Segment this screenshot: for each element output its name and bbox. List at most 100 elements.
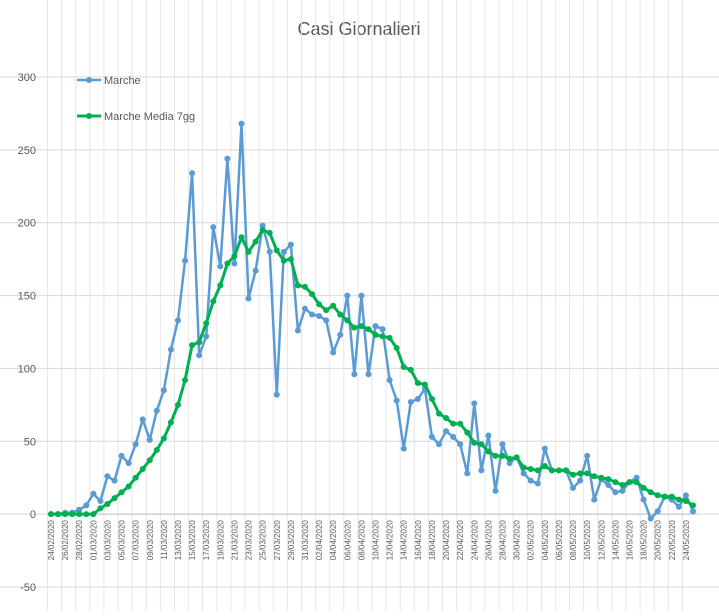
data-point [457, 441, 464, 448]
y-tick-label: -50 [20, 582, 36, 594]
data-point [647, 515, 654, 522]
data-point [55, 511, 62, 518]
data-point [506, 460, 513, 467]
data-point [570, 471, 577, 478]
data-point [139, 465, 146, 472]
data-point [323, 317, 330, 324]
x-tick-label: 08/05/2020 [569, 520, 578, 561]
data-point [280, 257, 287, 264]
axes: -50 0 50 100 150 200 250 300 24/02/2020 26/02/202… [18, 72, 697, 594]
data-point [90, 490, 97, 497]
legend: Marche Marche Media 7gg [77, 75, 195, 123]
data-point [485, 448, 492, 455]
x-tick-label: 14/04/2020 [400, 520, 409, 561]
data-point [428, 396, 435, 403]
data-point [690, 502, 696, 509]
data-point [189, 170, 196, 177]
y-tick-label: 200 [18, 218, 36, 230]
data-point [471, 439, 478, 446]
data-point [301, 305, 308, 312]
data-point [76, 511, 83, 518]
data-point [668, 493, 675, 500]
x-tick-label: 22/05/2020 [668, 520, 677, 561]
data-point [414, 380, 421, 386]
x-tick-label: 10/04/2020 [372, 520, 381, 561]
data-point [132, 474, 139, 481]
data-point [365, 371, 372, 378]
data-point [139, 416, 146, 423]
data-point [605, 476, 612, 483]
data-point [464, 429, 471, 436]
data-point [577, 477, 584, 484]
series-line [51, 122, 695, 520]
data-point [372, 323, 379, 330]
data-point [464, 470, 471, 477]
data-point [174, 317, 181, 324]
data-point [309, 291, 316, 298]
data-point [471, 400, 478, 407]
data-point [189, 342, 196, 349]
data-point [358, 323, 365, 330]
data-point [478, 441, 485, 448]
x-tick-label: 29/03/2020 [287, 520, 296, 561]
x-tick-label: 24/02/2020 [47, 520, 56, 561]
data-point [626, 479, 633, 486]
x-tick-label: 22/04/2020 [456, 520, 465, 561]
x-tick-label: 20/05/2020 [654, 520, 663, 561]
data-point [393, 345, 400, 352]
data-point [125, 483, 132, 490]
x-tick-label: 02/04/2020 [315, 520, 324, 561]
data-point [675, 503, 682, 510]
data-point [555, 467, 562, 474]
data-point [527, 477, 534, 484]
data-point [400, 363, 407, 370]
data-point [132, 441, 139, 448]
data-point [570, 484, 577, 491]
data-point [407, 366, 414, 373]
data-point [541, 463, 548, 470]
x-tick-label: 02/05/2020 [527, 520, 536, 561]
y-tick-label: 300 [18, 72, 36, 84]
data-point [584, 470, 591, 477]
data-point [485, 432, 492, 439]
x-tick-label: 04/05/2020 [541, 520, 550, 561]
data-point [337, 331, 344, 338]
x-tick-label: 24/04/2020 [470, 520, 479, 561]
data-point [146, 457, 153, 464]
data-point [612, 479, 619, 486]
data-point [499, 452, 506, 459]
data-point [654, 492, 661, 499]
data-point [301, 283, 308, 290]
data-point [196, 339, 203, 346]
data-point [90, 511, 97, 518]
data-point [323, 307, 330, 314]
data-point [443, 414, 450, 421]
x-tick-label: 26/02/2020 [61, 520, 70, 561]
x-tick-label: 26/04/2020 [484, 520, 493, 561]
data-point [316, 312, 323, 319]
y-tick-label: 0 [30, 509, 36, 521]
x-tick-label: 21/03/2020 [230, 520, 239, 561]
data-point [351, 324, 358, 331]
x-tick-label: 12/05/2020 [597, 520, 606, 561]
data-point [640, 484, 647, 491]
data-point [506, 455, 513, 462]
data-point [492, 452, 499, 459]
data-point [534, 480, 541, 487]
data-point [450, 433, 457, 440]
data-point [386, 334, 393, 341]
data-point [224, 155, 231, 162]
data-point [330, 302, 337, 309]
data-point [379, 333, 386, 340]
data-point [245, 295, 252, 302]
data-point [210, 224, 217, 231]
data-point [598, 474, 605, 481]
y-tick-label: 250 [18, 145, 36, 157]
data-point [76, 506, 83, 513]
data-point [69, 511, 76, 518]
data-point [231, 253, 238, 260]
data-point [365, 326, 372, 333]
data-point [203, 320, 210, 327]
